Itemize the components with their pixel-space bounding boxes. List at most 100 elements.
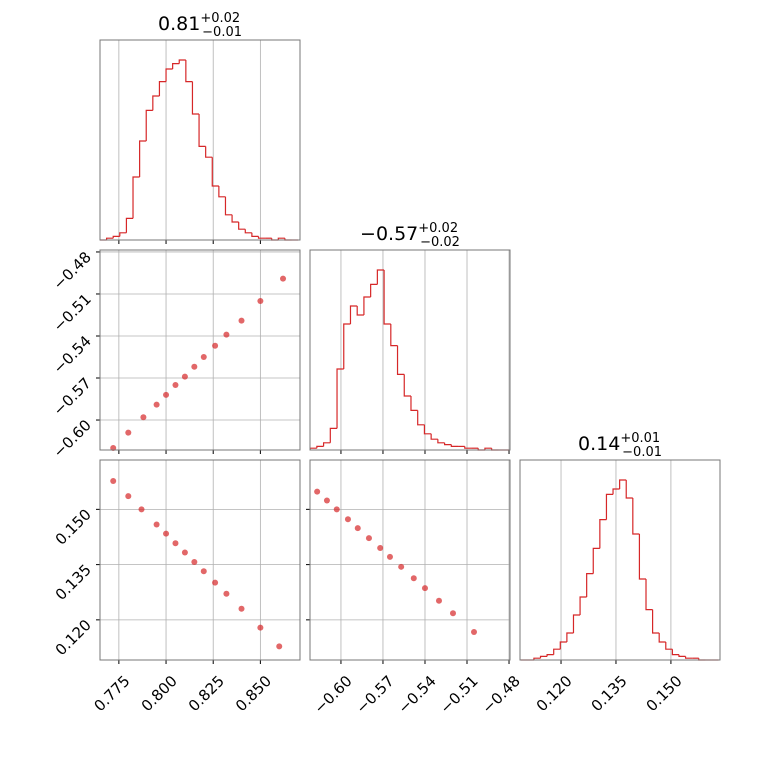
histogram-bin bbox=[450, 444, 459, 447]
title-upper: +0.02 bbox=[418, 221, 458, 236]
histogram-bin bbox=[632, 498, 640, 535]
title-value: 0.81 bbox=[158, 13, 200, 35]
histogram-bin bbox=[484, 447, 492, 450]
histogram-bin bbox=[403, 374, 411, 397]
histogram-bin bbox=[106, 237, 114, 240]
scatter-point bbox=[191, 559, 198, 566]
histogram-bin bbox=[185, 60, 193, 83]
scatter-point bbox=[191, 363, 198, 370]
scatter-point bbox=[223, 590, 230, 597]
histogram-bin bbox=[349, 305, 358, 324]
panel-frame bbox=[99, 39, 301, 241]
y-tick-label: 0.150 bbox=[52, 505, 95, 548]
histogram-bin bbox=[546, 654, 554, 657]
y-tick-label: −0.48 bbox=[50, 248, 95, 293]
scatter-point bbox=[153, 521, 160, 528]
x-tick-label: −0.54 bbox=[395, 672, 440, 717]
scatter-point bbox=[223, 331, 230, 338]
histogram-bin bbox=[443, 442, 452, 446]
y-tick-label: −0.60 bbox=[50, 416, 95, 461]
histogram-bin bbox=[559, 641, 567, 650]
histogram-bin bbox=[244, 229, 252, 234]
histogram-bin bbox=[539, 655, 548, 659]
histogram-bin bbox=[112, 235, 120, 239]
histogram-bin bbox=[139, 140, 147, 177]
x-tick-label: 0.825 bbox=[185, 672, 228, 715]
histogram-bin bbox=[625, 480, 633, 499]
panel-frame bbox=[99, 249, 301, 451]
histogram-bin bbox=[665, 642, 673, 650]
scatter-point bbox=[398, 563, 405, 570]
y-tick-label: −0.57 bbox=[50, 374, 95, 419]
histogram-bin bbox=[316, 445, 324, 449]
scatter-point bbox=[125, 493, 132, 500]
histogram-bin bbox=[684, 656, 693, 659]
scatter-point bbox=[365, 535, 372, 542]
histogram-bin bbox=[329, 427, 338, 443]
panel-frame bbox=[99, 459, 301, 661]
scatter-point bbox=[257, 624, 264, 631]
scatter-point bbox=[257, 297, 264, 304]
x-tick-label: 0.800 bbox=[138, 672, 181, 715]
scatter-point bbox=[163, 530, 170, 537]
histogram-bin bbox=[619, 479, 627, 489]
panel-frame bbox=[309, 459, 511, 661]
scatter-point bbox=[471, 629, 478, 636]
scatter-point bbox=[386, 553, 393, 560]
histogram-bin bbox=[224, 196, 233, 216]
scatter-point bbox=[421, 585, 428, 592]
histogram-bin bbox=[410, 396, 418, 411]
x-tick-label: 0.135 bbox=[588, 672, 631, 715]
histogram-bin bbox=[430, 433, 438, 440]
histogram-bin bbox=[390, 324, 398, 347]
title-value: 0.14 bbox=[578, 433, 620, 455]
histogram-bin bbox=[586, 573, 594, 597]
histogram-bin bbox=[376, 269, 385, 285]
histogram-bin bbox=[158, 81, 167, 96]
title-lower: −0.01 bbox=[202, 25, 242, 40]
scatter-point bbox=[333, 506, 340, 513]
histogram-bin bbox=[363, 296, 371, 315]
x-tick-label: 0.775 bbox=[91, 672, 134, 715]
y-tick-label: −0.54 bbox=[50, 332, 95, 377]
histogram-bin bbox=[152, 95, 160, 111]
histogram-bin bbox=[322, 442, 331, 447]
histogram-bin bbox=[464, 446, 472, 449]
scatter-point bbox=[449, 610, 456, 617]
histogram-bin bbox=[566, 632, 574, 642]
histogram-bin bbox=[652, 609, 660, 634]
scatter-point bbox=[200, 354, 207, 361]
histogram-bin bbox=[370, 283, 378, 297]
scatter-point bbox=[138, 506, 145, 513]
histogram-bin bbox=[238, 222, 246, 230]
x-tick-label: −0.51 bbox=[437, 672, 482, 717]
histogram-bin bbox=[125, 217, 134, 233]
x-tick-label: −0.48 bbox=[479, 672, 524, 717]
scatter-point bbox=[377, 545, 384, 552]
histogram-bin bbox=[218, 186, 226, 198]
panel-frame bbox=[519, 459, 721, 661]
histogram-bin bbox=[579, 596, 587, 615]
panel-title: 0.81+0.02 −0.01 bbox=[158, 11, 242, 40]
scatter-point bbox=[110, 477, 117, 484]
scatter-point bbox=[410, 575, 417, 582]
histogram-bin bbox=[145, 109, 153, 141]
histogram-bin bbox=[592, 547, 600, 574]
histogram-bin bbox=[198, 114, 206, 147]
histogram-bin bbox=[396, 345, 405, 375]
histogram-bin bbox=[671, 649, 679, 656]
scatter-point bbox=[280, 275, 287, 282]
scatter-point bbox=[200, 568, 207, 575]
scatter-point bbox=[435, 597, 442, 604]
x-tick-label: −0.60 bbox=[310, 672, 355, 717]
x-tick-label: 0.850 bbox=[232, 672, 275, 715]
y-tick-label: 0.120 bbox=[52, 616, 95, 659]
scatter-point bbox=[276, 643, 283, 650]
histogram-bin bbox=[165, 68, 173, 82]
scatter-point bbox=[140, 414, 147, 421]
histogram-bin bbox=[599, 519, 607, 549]
histogram-bin bbox=[612, 488, 620, 495]
title-upper: +0.01 bbox=[620, 431, 660, 446]
scatter-point bbox=[163, 391, 170, 398]
scatter-point bbox=[314, 488, 321, 495]
